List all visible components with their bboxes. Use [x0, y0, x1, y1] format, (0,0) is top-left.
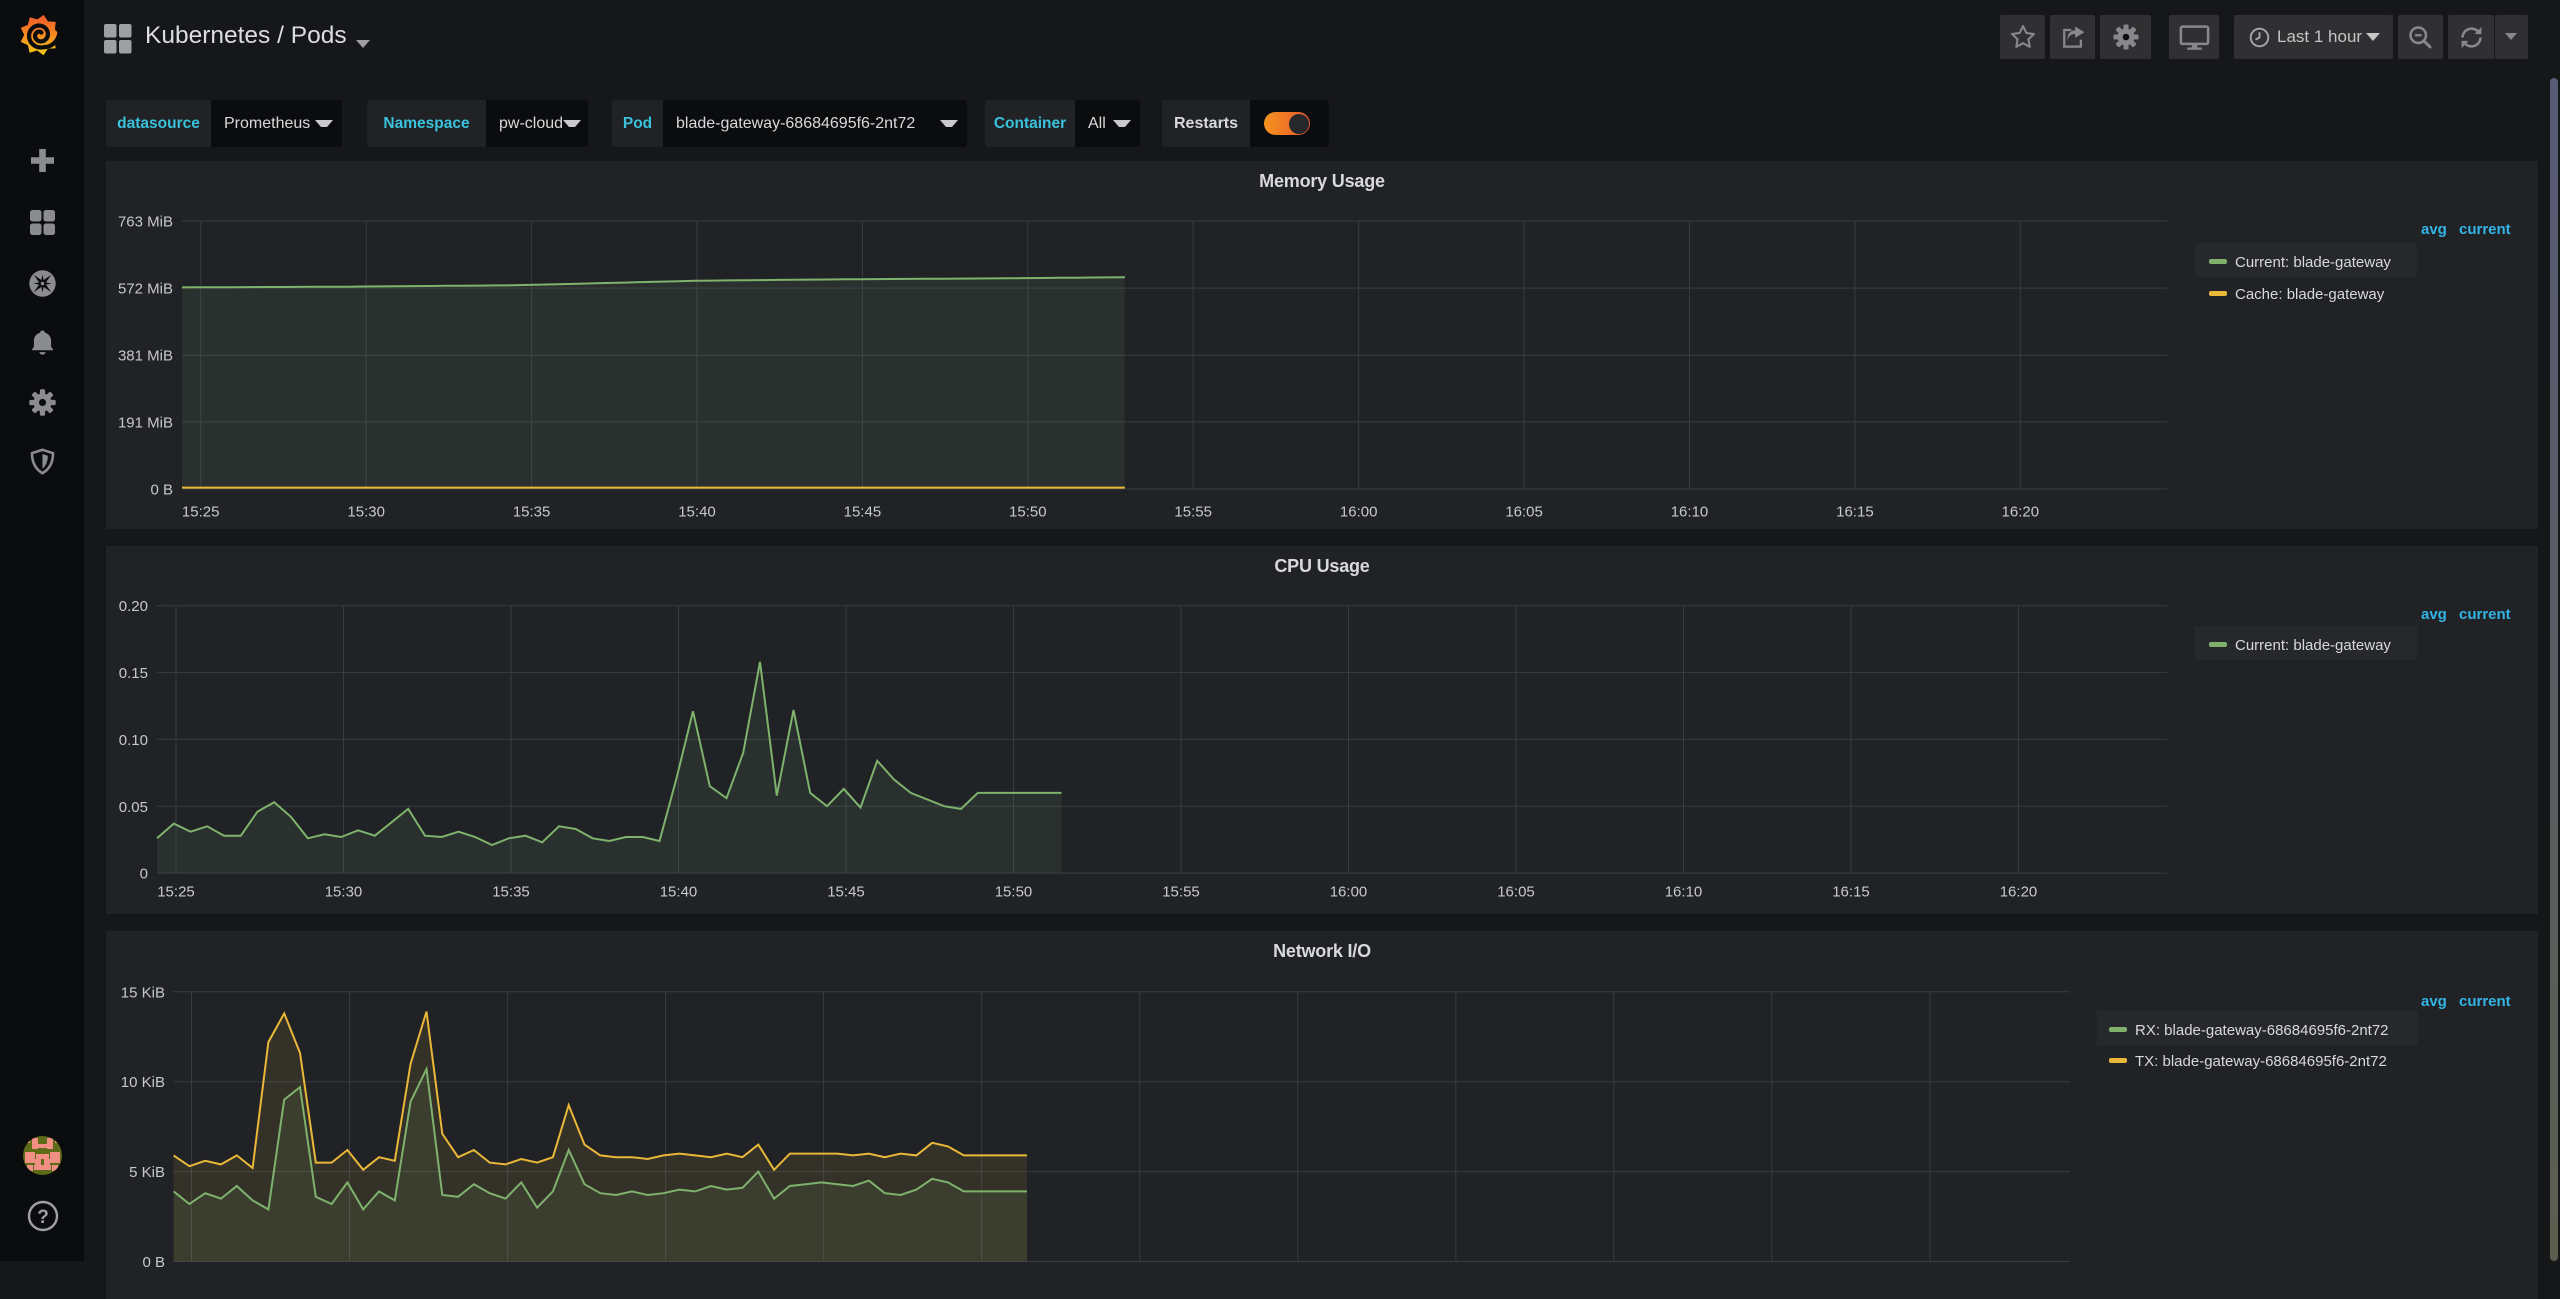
- svg-text:15:40: 15:40: [660, 884, 698, 901]
- svg-text:15:35: 15:35: [513, 504, 551, 521]
- svg-text:15:50: 15:50: [995, 884, 1033, 901]
- svg-text:16:10: 16:10: [1665, 884, 1703, 901]
- svg-text:15:30: 15:30: [347, 504, 385, 521]
- svg-text:15:55: 15:55: [1174, 504, 1212, 521]
- svg-text:16:20: 16:20: [2002, 504, 2040, 521]
- svg-text:16:00: 16:00: [1340, 504, 1378, 521]
- svg-text:15:50: 15:50: [1009, 504, 1047, 521]
- svg-text:0 B: 0 B: [150, 482, 173, 499]
- svg-text:15:25: 15:25: [182, 504, 220, 521]
- svg-text:0 B: 0 B: [142, 1254, 165, 1271]
- svg-text:16:15: 16:15: [1836, 504, 1874, 521]
- svg-text:15 KiB: 15 KiB: [121, 984, 165, 1001]
- svg-text:572 MiB: 572 MiB: [118, 281, 173, 298]
- svg-text:16:05: 16:05: [1497, 884, 1535, 901]
- svg-text:15:55: 15:55: [1162, 884, 1200, 901]
- svg-text:763 MiB: 763 MiB: [118, 214, 173, 231]
- svg-text:16:05: 16:05: [1505, 504, 1543, 521]
- svg-text:5 KiB: 5 KiB: [129, 1164, 165, 1181]
- svg-text:16:00: 16:00: [1330, 884, 1368, 901]
- svg-text:15:40: 15:40: [678, 504, 716, 521]
- svg-text:0.20: 0.20: [119, 598, 148, 615]
- svg-text:?: ?: [37, 1207, 49, 1228]
- svg-text:15:30: 15:30: [325, 884, 363, 901]
- svg-text:10 KiB: 10 KiB: [121, 1074, 165, 1091]
- svg-text:0.10: 0.10: [119, 732, 148, 749]
- svg-text:16:15: 16:15: [1832, 884, 1870, 901]
- svg-text:15:45: 15:45: [844, 504, 882, 521]
- svg-text:0.15: 0.15: [119, 665, 148, 682]
- svg-text:381 MiB: 381 MiB: [118, 348, 173, 365]
- svg-text:0: 0: [140, 866, 148, 883]
- svg-text:15:45: 15:45: [827, 884, 865, 901]
- svg-text:191 MiB: 191 MiB: [118, 414, 173, 431]
- svg-text:15:25: 15:25: [157, 884, 195, 901]
- svg-text:16:10: 16:10: [1671, 504, 1709, 521]
- svg-text:16:20: 16:20: [2000, 884, 2038, 901]
- svg-text:0.05: 0.05: [119, 799, 148, 816]
- svg-text:15:35: 15:35: [492, 884, 530, 901]
